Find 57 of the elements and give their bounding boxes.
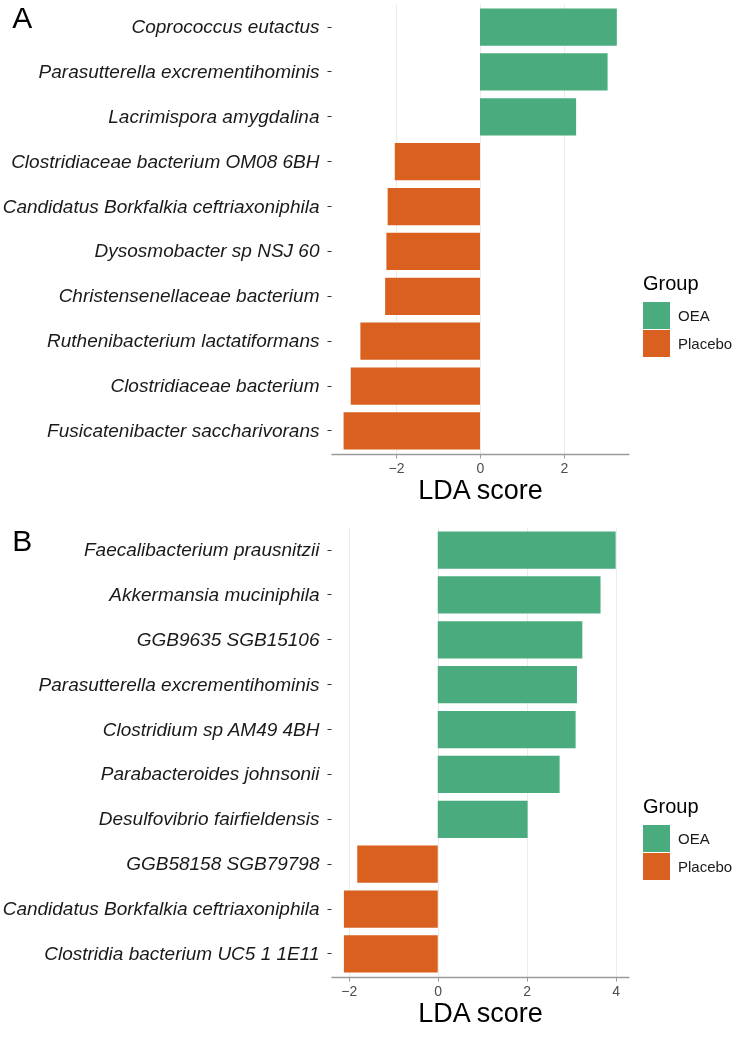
bar (437, 755, 560, 794)
y-tick-label: Desulfovibrio fairfieldensis (98, 808, 320, 830)
bar (437, 621, 583, 659)
legend-label: Placebo (678, 857, 733, 875)
x-axis-title: LDA score (418, 997, 543, 1028)
y-tick-label: Fusicatenibacter saccharivorans (47, 419, 320, 441)
y-tick-label: Candidatus Borkfalkia ceftriaxoniphila (2, 898, 320, 920)
x-tick-label: 0 (434, 982, 443, 999)
y-tick-label: Clostridia bacterium UC5 1 1E11 (44, 942, 320, 964)
bar (343, 890, 438, 928)
bar (437, 576, 601, 614)
y-tick-label: Coprococcus eutactus (131, 16, 320, 38)
bar (480, 8, 617, 46)
bar (437, 666, 577, 704)
bar (343, 935, 438, 973)
x-tick-label: −2 (388, 459, 405, 476)
bar (386, 232, 480, 271)
bar (385, 277, 480, 315)
y-tick-label: Ruthenibacterium lactatiformans (47, 330, 320, 352)
bar (360, 322, 480, 360)
y-tick-label: Parabacteroides johnsonii (100, 763, 321, 785)
legend-label: OEA (678, 829, 710, 847)
y-tick-label: Candidatus Borkfalkia ceftriaxoniphila (2, 195, 320, 217)
legend-label: Placebo (678, 334, 733, 352)
y-tick-label: Parasutterella excrementihominis (38, 60, 320, 82)
y-tick-label: Clostridiaceae bacterium OM08 6BH (11, 150, 320, 172)
bar (357, 845, 438, 883)
bar (480, 53, 608, 91)
bar (394, 143, 480, 181)
bar (480, 98, 577, 136)
y-tick-label: Clostridium sp AM49 4BH (102, 718, 320, 740)
text: B (12, 524, 33, 557)
x-tick-label: −2 (341, 982, 358, 999)
legend-title: Group (643, 795, 699, 817)
y-tick-label: Dysosmobacter sp NSJ 60 (94, 240, 320, 262)
x-tick-label: 4 (612, 982, 621, 999)
legend-title: Group (643, 272, 699, 294)
bar (343, 412, 480, 450)
bar (387, 187, 480, 226)
y-tick-label: GGB9635 SGB15106 (136, 628, 320, 650)
text: A (12, 1, 33, 34)
y-tick-label: GGB58158 SGB79798 (126, 853, 320, 875)
x-tick-label: 2 (560, 459, 569, 476)
y-tick-label: Lacrimispora amygdalina (108, 105, 320, 127)
bar (437, 531, 616, 569)
bar (437, 710, 576, 749)
y-tick-label: Faecalibacterium prausnitzii (84, 539, 321, 561)
x-tick-label: 2 (523, 982, 532, 999)
y-tick-label: Parasutterella excrementihominis (38, 673, 320, 695)
y-tick-label: Akkermansia muciniphila (108, 583, 320, 605)
y-tick-label: Christensenellaceae bacterium (58, 285, 320, 307)
legend-label: OEA (678, 306, 710, 324)
x-tick-label: 0 (476, 459, 485, 476)
x-axis-title: LDA score (418, 474, 543, 505)
y-tick-label: Clostridiaceae bacterium (110, 375, 320, 397)
bar (350, 367, 480, 405)
bar (437, 800, 528, 838)
